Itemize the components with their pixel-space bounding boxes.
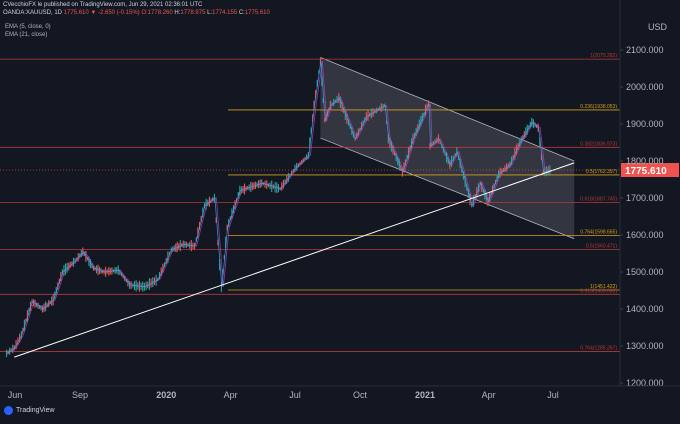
tradingview-logo: TradingView bbox=[4, 406, 55, 415]
x-tick-label: Jun bbox=[8, 390, 23, 400]
fib-level-label: 0.764(1285.267) bbox=[580, 345, 617, 351]
y-tick-label: 2000.000 bbox=[626, 82, 664, 92]
ema21-legend[interactable]: EMA (21, close) bbox=[5, 32, 48, 38]
currency-label: USD bbox=[648, 22, 668, 32]
x-tick-label: Apr bbox=[482, 390, 496, 400]
publish-info: CVecchioFX le published on TradingView.c… bbox=[3, 2, 203, 8]
current-price-tag bbox=[621, 163, 679, 178]
channel-lower-line bbox=[320, 137, 575, 240]
x-tick-label: 2020 bbox=[156, 390, 176, 400]
ohlc-close: 1775.610 bbox=[244, 10, 270, 16]
y-tick-label: 1800.000 bbox=[626, 156, 664, 166]
x-tick-label: 2021 bbox=[415, 390, 435, 400]
y-tick-label: 1600.000 bbox=[626, 230, 664, 240]
rising-trendline bbox=[14, 162, 575, 358]
fib-level-label: 0.236(1938.053) bbox=[580, 104, 617, 110]
y-tick-label: 1900.000 bbox=[626, 119, 664, 129]
y-tick-label: 1400.000 bbox=[626, 304, 664, 314]
y-tick-label: 1200.000 bbox=[626, 378, 664, 388]
ohlc-change: 1775.610 ▼ -2.650 (-0.15%) O: bbox=[63, 10, 148, 16]
ohlc-open: 1778.260 bbox=[147, 10, 173, 16]
fib-level-label: 0.5(1560.471) bbox=[586, 244, 617, 250]
x-tick-label: Jul bbox=[289, 390, 301, 400]
fib-level-label: 1(2075.282) bbox=[590, 53, 617, 59]
fib-level-label: 1(1451.422) bbox=[590, 284, 617, 290]
descending-channel bbox=[320, 57, 575, 239]
ema5-legend[interactable]: EMA (5, close, 0) bbox=[5, 24, 51, 30]
ema21-line bbox=[8, 61, 554, 354]
ohlc-low: 1774.155 bbox=[212, 10, 238, 16]
symbol-label: OANDA:XAUUSD, 1D bbox=[3, 10, 63, 16]
y-tick-label: 1700.000 bbox=[626, 193, 664, 203]
x-tick-label: Sep bbox=[72, 390, 88, 400]
fib-level-label: 0.5(1762.357) bbox=[586, 169, 617, 175]
x-tick-label: Apr bbox=[224, 390, 238, 400]
symbol-ohlc-line: OANDA:XAUUSD, 1D 1775.610 ▼ -2.650 (-0.1… bbox=[3, 9, 270, 17]
ema5-line bbox=[6, 61, 553, 354]
fib-level-label: 0.764(1598.665) bbox=[580, 229, 617, 235]
y-tick-label: 1300.000 bbox=[626, 341, 664, 351]
y-tick-label: 1500.000 bbox=[626, 267, 664, 277]
x-tick-label: Jul bbox=[547, 390, 559, 400]
tradingview-brand-text: TradingView bbox=[16, 407, 55, 414]
fib-level-label: 0.618(1687.745) bbox=[580, 197, 617, 203]
fib-level-label: 0.382(1836.973) bbox=[580, 141, 617, 147]
channel-upper-line bbox=[320, 57, 575, 162]
x-tick-label: Oct bbox=[353, 390, 368, 400]
fib-level-label: 0.618(1439.698) bbox=[580, 288, 617, 294]
ohlc-high-label: H: bbox=[174, 10, 181, 16]
ohlc-high: 1778.975 bbox=[180, 10, 206, 16]
tradingview-logo-icon bbox=[4, 406, 13, 415]
y-tick-label: 2100.000 bbox=[626, 45, 664, 55]
ohlc-low-label: L: bbox=[207, 10, 213, 16]
ohlc-close-label: C: bbox=[238, 10, 245, 16]
current-price-text: 1775.610 bbox=[625, 166, 667, 177]
